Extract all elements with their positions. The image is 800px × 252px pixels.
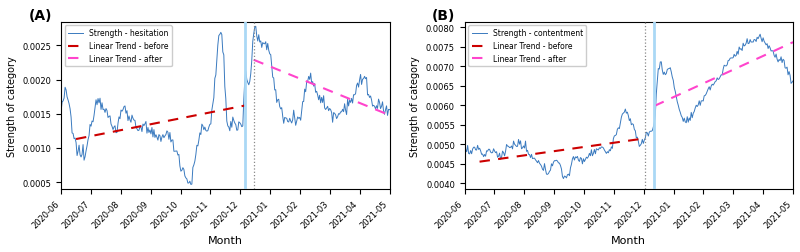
- Line: Strength - hesitation: Strength - hesitation: [61, 27, 390, 185]
- Strength - contentment: [778, 58, 788, 61]
- Linear Trend - after: [650, 105, 659, 108]
- Legend: Strength - hesitation, Linear Trend - before, Linear Trend - after: Strength - hesitation, Linear Trend - be…: [65, 26, 172, 67]
- Line: Linear Trend - after: Linear Trend - after: [254, 60, 390, 116]
- Linear Trend - before: [71, 138, 81, 141]
- Legend: Strength - contentment, Linear Trend - before, Linear Trend - after: Strength - contentment, Linear Trend - b…: [469, 26, 586, 67]
- Linear Trend - after: [385, 114, 394, 117]
- Strength - hesitation: [264, 50, 274, 53]
- Strength - contentment: [666, 71, 676, 74]
- Strength - contentment: [469, 146, 478, 149]
- Y-axis label: Strength of category: Strength of category: [7, 56, 17, 156]
- Line: Linear Trend - after: Linear Trend - after: [654, 43, 793, 107]
- Strength - hesitation: [94, 98, 103, 101]
- Strength - contentment: [486, 151, 495, 154]
- Strength - contentment: [460, 141, 470, 144]
- Linear Trend - after: [249, 59, 258, 62]
- Line: Strength - contentment: Strength - contentment: [465, 35, 793, 179]
- Linear Trend - before: [474, 161, 484, 164]
- Strength - hesitation: [66, 108, 75, 111]
- X-axis label: Month: Month: [611, 235, 646, 245]
- Strength - contentment: [558, 177, 568, 180]
- Strength - hesitation: [346, 102, 355, 105]
- Strength - contentment: [755, 34, 765, 37]
- Line: Linear Trend - before: Linear Trend - before: [479, 139, 646, 162]
- Text: (A): (A): [28, 9, 52, 23]
- Linear Trend - before: [240, 105, 250, 108]
- Strength - contentment: [748, 41, 758, 44]
- Strength - hesitation: [82, 145, 92, 148]
- Strength - hesitation: [56, 110, 66, 113]
- Strength - contentment: [497, 156, 506, 159]
- Strength - hesitation: [186, 183, 196, 186]
- Linear Trend - after: [788, 42, 798, 45]
- Strength - hesitation: [251, 26, 261, 29]
- Strength - contentment: [788, 80, 798, 83]
- Linear Trend - before: [641, 137, 650, 140]
- Text: (B): (B): [432, 9, 455, 23]
- Strength - hesitation: [374, 101, 384, 104]
- Strength - hesitation: [385, 109, 394, 112]
- X-axis label: Month: Month: [208, 235, 243, 245]
- Line: Linear Trend - before: Linear Trend - before: [76, 106, 245, 140]
- Y-axis label: Strength of category: Strength of category: [410, 56, 420, 156]
